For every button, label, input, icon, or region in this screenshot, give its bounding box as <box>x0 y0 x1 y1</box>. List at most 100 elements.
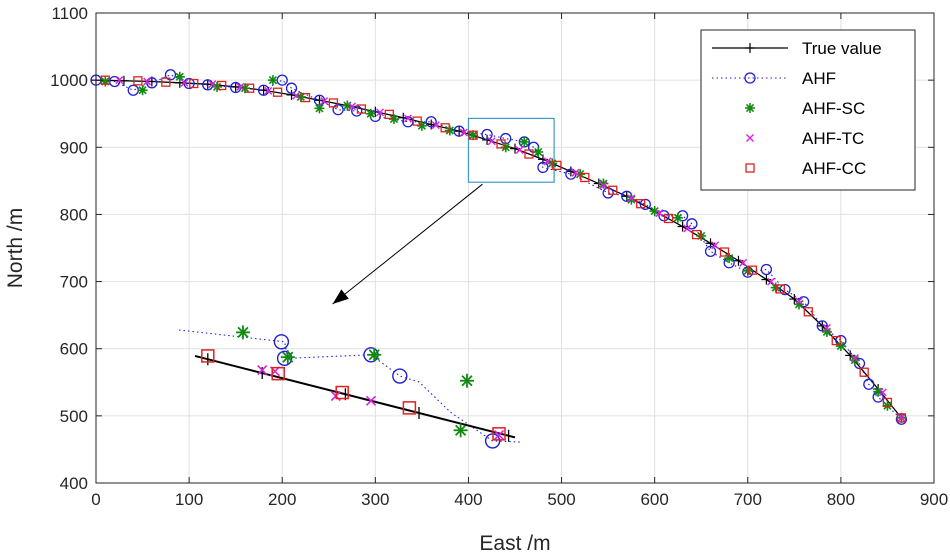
ahf-cc-point-21 <box>691 229 702 240</box>
y-tick-label-1000: 1000 <box>50 71 88 90</box>
ahf-sc-point-20 <box>626 194 637 205</box>
zoom-annotation <box>332 117 555 305</box>
ahf-sc-point-13 <box>468 130 479 141</box>
zoom-arrow-head <box>332 289 349 305</box>
ahf-tc-point-27 <box>878 388 887 397</box>
ahf-cc-point-3 <box>189 78 199 89</box>
legend-box <box>700 29 916 191</box>
ahf-sc-point-1 <box>137 85 148 96</box>
ahf-tc-point-4 <box>236 82 245 91</box>
legend-item-ahf: AHF <box>712 69 836 88</box>
ahf-tc-point-12 <box>459 128 468 137</box>
ahf-sc-point-11 <box>416 120 427 131</box>
ahf-cc-point-27 <box>859 367 869 377</box>
ahf-sc-point-24 <box>724 253 735 264</box>
ahf-sc-point-15 <box>519 136 530 147</box>
ahf-cc-point-29 <box>896 413 907 423</box>
x-tick-label-700: 700 <box>734 490 762 509</box>
ahf-cc-point-20 <box>663 213 674 224</box>
inset-ahf-tc-point-3 <box>365 395 377 406</box>
inset-ahf-sc-point-3 <box>460 373 474 388</box>
ahf-tc-point-14 <box>515 145 524 154</box>
ahf-point-33 <box>760 263 773 276</box>
ahf-tc-point-8 <box>348 102 357 111</box>
ahf-point-4 <box>164 69 177 81</box>
ahf-tc-point-24 <box>794 297 803 306</box>
ahf-cc-point-22 <box>719 247 730 257</box>
x-tick-label-800: 800 <box>827 490 855 509</box>
y-tick-label-400: 400 <box>60 474 88 493</box>
ahf-point-18 <box>481 128 493 141</box>
ahf-sc-point-30 <box>849 355 860 366</box>
inset-ahf-point-1 <box>276 350 293 367</box>
plot-frame <box>95 12 935 484</box>
ahf-tc-point-2 <box>180 78 189 87</box>
inset-ahf-cc-point-1 <box>271 366 285 381</box>
ahf-point-22 <box>537 161 549 174</box>
ahf-cc-point-8 <box>328 98 339 108</box>
inset-true-line <box>194 354 516 439</box>
y-tick-label-700: 700 <box>60 273 88 292</box>
ahf-sc-point-25 <box>742 265 753 276</box>
ahf-sc-point-12 <box>444 125 455 136</box>
legend-label-ahf-tc: AHF-TC <box>802 129 864 148</box>
ahf-cc-point-15 <box>524 149 534 159</box>
ahf-tc-point-15 <box>543 157 552 166</box>
ahf-point-16 <box>425 116 437 128</box>
inset-ahf-tc-point-4 <box>493 429 505 441</box>
ahf-sc-point-2 <box>174 71 185 82</box>
series-ahf-tc <box>115 76 906 422</box>
y-tick-label-500: 500 <box>60 407 88 426</box>
inset-ahf-sc-point-4 <box>453 423 468 438</box>
ahf-cc-point-14 <box>496 139 506 149</box>
legend-swatch-marker <box>745 103 755 113</box>
ahf-tc-point-0 <box>115 76 124 85</box>
y-tick-label-1100: 1100 <box>51 4 88 23</box>
zoom-arrow-line <box>332 183 483 305</box>
ahf-tc-point-21 <box>711 241 720 250</box>
ahf-point-12 <box>332 104 344 116</box>
legend-swatch-marker <box>744 72 756 84</box>
inset-ahf-sc-point-2 <box>367 347 382 362</box>
ahf-tc-point-26 <box>850 354 859 363</box>
ahf-cc-point-10 <box>384 109 394 120</box>
ahf-sc-point-9 <box>365 108 376 119</box>
inset-ahf-sc-point-0 <box>236 325 250 340</box>
ahf-point-24 <box>602 187 614 199</box>
ahf-tc-point-11 <box>431 121 440 130</box>
ahf-tc-point-7 <box>320 96 329 105</box>
ahf-cc-point-26 <box>831 336 841 346</box>
ahf-tc-point-3 <box>208 80 217 89</box>
ahf-sc-point-16 <box>533 146 544 157</box>
ahf-tc-point-13 <box>487 137 496 146</box>
inset-ahf-point-3 <box>392 368 408 384</box>
ahf-cc-point-5 <box>244 83 255 93</box>
ahf-point-30 <box>704 245 717 258</box>
true-value-point-27 <box>845 350 856 361</box>
ahf-sc-point-26 <box>770 282 781 293</box>
ahf-point-39 <box>863 378 875 390</box>
ahf-cc-point-17 <box>580 172 590 183</box>
legend-item-ahf-cc: AHF-CC <box>745 159 866 178</box>
ahf-point-27 <box>658 210 670 222</box>
ahf-sc-point-10 <box>388 114 399 125</box>
true-value-point-5 <box>230 81 241 92</box>
x-tick-label-100: 100 <box>175 490 203 509</box>
ahf-point-10 <box>285 82 298 94</box>
legend-swatch-marker <box>745 163 755 173</box>
inset-ahf-cc-point-0 <box>201 349 215 363</box>
ahf-cc-point-23 <box>747 265 758 275</box>
y-tick-label-900: 900 <box>60 138 88 157</box>
inset-ahf-tc-point-0 <box>257 365 268 376</box>
ahf-tc-point-6 <box>292 91 301 100</box>
y-axis-label: North /m <box>4 208 27 289</box>
inset-ahf-cc-point-2 <box>335 385 349 400</box>
ahf-tc-point-5 <box>264 86 273 95</box>
inset-ahf-cc-point-4 <box>492 427 506 441</box>
ahf-point-29 <box>686 218 698 230</box>
ahf-tc-point-19 <box>655 209 664 218</box>
ahf-cc-point-12 <box>440 123 450 133</box>
legend-label-ahf: AHF <box>802 69 836 88</box>
ahf-cc-point-11 <box>412 116 422 126</box>
